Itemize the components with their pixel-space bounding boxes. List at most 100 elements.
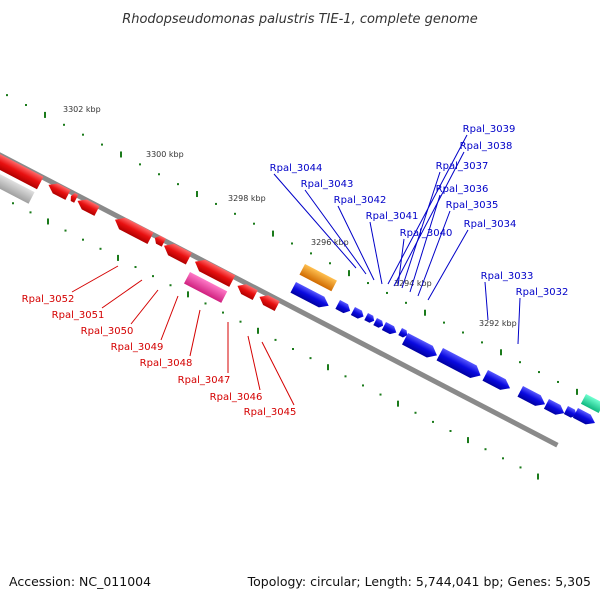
scale-tick [348, 270, 350, 277]
gene-label: Rpal_3052 [22, 294, 75, 305]
scale-tick [386, 291, 388, 294]
gene-leader-line [261, 341, 295, 406]
gene-leader-line [427, 229, 469, 301]
scale-tick [329, 262, 331, 265]
accession-text: Accession: NC_011004 [9, 574, 151, 589]
scale-tick [239, 320, 242, 323]
gene-label: Rpal_3034 [464, 219, 517, 230]
gene-feature [290, 282, 329, 308]
scale-tick [500, 349, 502, 356]
gene-features [0, 153, 600, 425]
scale-tick-label: 3296 kbp [311, 238, 349, 247]
scale-tick [101, 143, 103, 146]
gene-feature [436, 348, 481, 378]
scale-tick [432, 420, 434, 423]
scale-tick [6, 94, 8, 97]
gene-leader-line [337, 205, 375, 281]
scale-tick [134, 266, 137, 269]
gene-feature [572, 408, 595, 425]
gene-feature [350, 307, 364, 319]
gene-feature [259, 295, 280, 311]
scale-tick [292, 348, 294, 351]
scale-tick [257, 327, 259, 334]
gene-leader-line [417, 210, 451, 297]
scale-tick [397, 400, 399, 407]
gene-feature [373, 318, 384, 328]
gene-leader-line [409, 194, 441, 293]
scale-tick [177, 183, 179, 186]
scale-tick [44, 111, 46, 118]
scale-tick [187, 291, 189, 298]
scale-tick [63, 123, 65, 126]
scale-tick [467, 437, 469, 444]
gene-feature [299, 264, 337, 292]
scale-tick [519, 466, 522, 469]
gene-leader-line [369, 221, 383, 285]
gene-label: Rpal_3046 [210, 392, 263, 403]
map-title: Rhodopseudomonas palustris TIE-1, comple… [122, 12, 478, 27]
gene-label: Rpal_3040 [400, 228, 453, 239]
genome-summary-text: Topology: circular; Length: 5,744,041 bp… [247, 574, 591, 589]
gene-feature [482, 370, 511, 390]
scale-tick-label: 3298 kbp [228, 194, 266, 203]
scale-tick-label: 3300 kbp [146, 150, 184, 159]
gene-feature [517, 386, 546, 406]
gene-feature [364, 313, 375, 323]
scale-tick [120, 151, 122, 158]
gene-label: Rpal_3050 [81, 326, 134, 337]
gene-leader-line [273, 173, 357, 269]
scale-tick [64, 229, 67, 232]
gene-feature [401, 333, 437, 358]
gene-leader-line [517, 297, 521, 345]
gene-label: Rpal_3038 [460, 141, 513, 152]
gene-label: Rpal_3032 [516, 287, 569, 298]
scale-tick [222, 311, 224, 314]
gene-feature [381, 322, 397, 335]
scale-tick [234, 212, 236, 215]
scale-tick [272, 230, 274, 237]
gene-label: Rpal_3033 [481, 271, 534, 282]
scale-tick [196, 191, 198, 198]
gene-leader-line [304, 189, 367, 275]
gene-feature [70, 192, 79, 203]
scale-tick [443, 321, 445, 324]
gene-leader-lines [71, 134, 521, 406]
gene-feature [194, 259, 236, 287]
scale-tick [484, 448, 487, 451]
scale-tick [379, 393, 382, 396]
gene-leader-line [189, 309, 201, 357]
gene-label: Rpal_3039 [463, 124, 516, 135]
gene-feature [543, 399, 565, 415]
scale-tick [152, 275, 154, 278]
gene-feature [77, 199, 100, 216]
gene-leader-line [484, 281, 489, 321]
gene-label: Rpal_3036 [436, 184, 489, 195]
gene-leader-line [247, 335, 261, 391]
scale-tick [502, 457, 504, 460]
scale-tick [204, 302, 207, 305]
scale-tick [537, 473, 539, 480]
gene-feature [183, 272, 228, 303]
gene-feature [154, 235, 166, 247]
gene-feature [335, 300, 351, 314]
scale-tick [405, 301, 407, 304]
gene-label: Rpal_3041 [366, 211, 419, 222]
gene-feature [0, 173, 35, 204]
gene-label: Rpal_3044 [270, 163, 323, 174]
gene-leader-line [101, 279, 143, 309]
gene-feature [48, 183, 71, 200]
scale-tick [158, 173, 160, 176]
scale-tick [344, 375, 347, 378]
inner-scale-dots [12, 202, 539, 480]
scale-tick [327, 364, 329, 371]
outer-scale-dots [6, 94, 597, 403]
scale-tick-label: 3292 kbp [479, 319, 517, 328]
gene-leader-line [160, 295, 179, 341]
scale-tick [519, 361, 521, 364]
gene-label: Rpal_3048 [140, 358, 193, 369]
gene-feature [0, 153, 44, 190]
gene-leader-line [393, 151, 465, 287]
